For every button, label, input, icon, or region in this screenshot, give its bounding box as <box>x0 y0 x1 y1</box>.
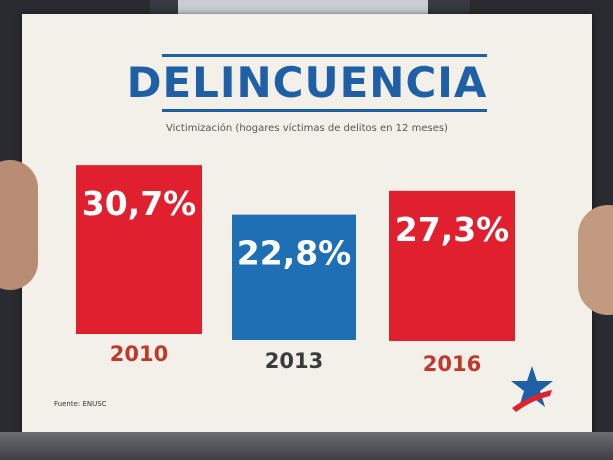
bar-2013 <box>232 214 356 340</box>
title-rule-top <box>162 54 487 57</box>
bar-chart: 30,7% 2010 22,8% 2013 27,3% 2016 <box>76 165 515 376</box>
category-label: 2010 <box>110 342 168 366</box>
category-label: 2016 <box>423 352 481 376</box>
studio-desk <box>0 432 613 460</box>
channel-star-logo-icon <box>511 366 553 412</box>
right-hand <box>578 205 613 315</box>
bar-2016 <box>389 190 515 341</box>
chart-title: DELINCUENCIA <box>126 58 488 107</box>
bar-2010 <box>76 165 202 334</box>
bar-value-label: 22,8% <box>237 234 352 273</box>
title-rule-bottom <box>162 109 487 112</box>
category-label: 2013 <box>265 349 323 373</box>
chart-subtitle: Victimización (hogares víctimas de delit… <box>166 123 448 134</box>
chart-card: DELINCUENCIA Victimización (hogares víct… <box>22 14 592 440</box>
source-note: Fuente: ENUSC <box>54 400 107 408</box>
left-hand <box>0 160 38 290</box>
bar-value-label: 30,7% <box>82 184 197 223</box>
bar-value-label: 27,3% <box>395 210 510 249</box>
